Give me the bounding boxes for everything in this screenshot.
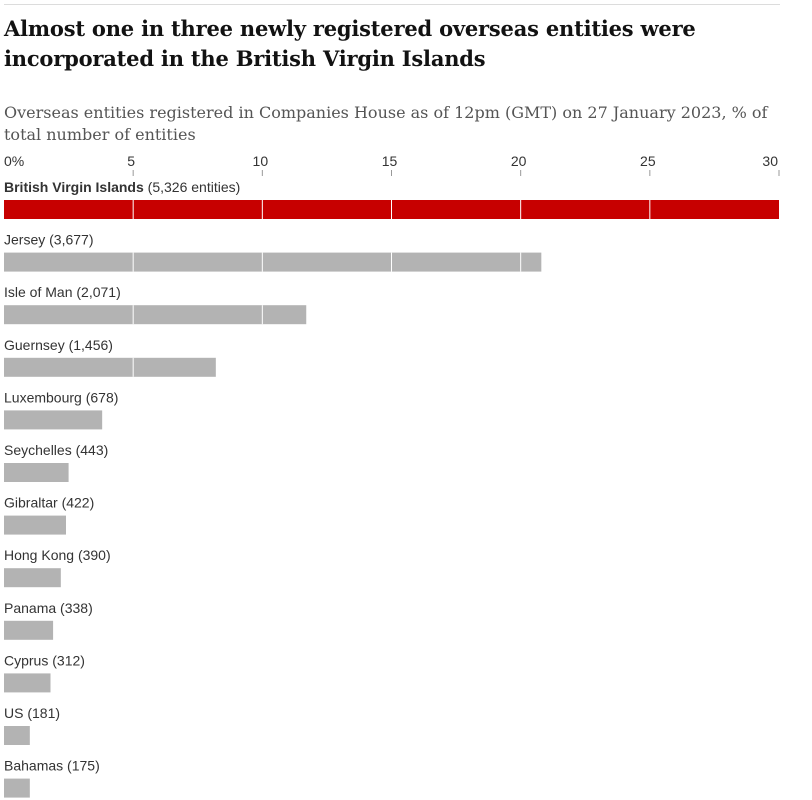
bar-label-country: Bahamas xyxy=(4,758,63,774)
chart-subtitle: Overseas entities registered in Companie… xyxy=(4,103,768,144)
x-tick-label: 10 xyxy=(253,153,269,169)
bar-label: Isle of Man (2,071) xyxy=(4,284,121,300)
bar xyxy=(4,410,103,430)
bar-label-country: Seychelles xyxy=(4,442,72,458)
bar-label-count: (312) xyxy=(48,652,85,668)
bar xyxy=(4,463,69,482)
bar xyxy=(4,778,30,798)
x-tick-label: 25 xyxy=(640,153,656,169)
bar-chart: 0% 5 10 15 20 25 30 British Virgin Islands (5,3… xyxy=(4,153,780,798)
x-tick-label: 0% xyxy=(4,153,24,169)
bar-label-country: Panama xyxy=(4,600,56,616)
bar-label-count: (2,071) xyxy=(72,284,120,300)
bar-label-country: US xyxy=(4,705,23,721)
x-tick-label: 15 xyxy=(382,153,398,169)
chart-title: Almost one in three newly registered ove… xyxy=(4,16,696,71)
bar-label: Jersey (3,677) xyxy=(4,232,93,248)
bar-label-count: (443) xyxy=(72,442,109,458)
x-tick-label: 5 xyxy=(127,153,135,169)
bar xyxy=(4,673,51,693)
bar-label-country: Guernsey xyxy=(4,337,65,353)
bar-label: Bahamas (175) xyxy=(4,758,100,774)
bar-label-count: (3,677) xyxy=(45,232,93,248)
bar-label: Luxembourg (678) xyxy=(4,389,118,405)
bar xyxy=(4,568,61,588)
x-tick-label: 30 xyxy=(762,153,778,169)
bar xyxy=(4,515,66,535)
bar-label-count: (175) xyxy=(63,758,100,774)
bar-label-count: (338) xyxy=(56,600,93,616)
bar xyxy=(4,252,542,272)
bar-label-country: Hong Kong xyxy=(4,547,74,563)
x-tick-label: 20 xyxy=(511,153,527,169)
bar-label: Cyprus (312) xyxy=(4,652,85,668)
bar-label-country: Luxembourg xyxy=(4,389,82,405)
bar-label: Gibraltar (422) xyxy=(4,495,94,511)
bar-label-count: (181) xyxy=(23,705,60,721)
bar-label: Guernsey (1,456) xyxy=(4,337,113,353)
bar-label: Panama (338) xyxy=(4,600,93,616)
bar-label: Seychelles (443) xyxy=(4,442,108,458)
bar-label-count: (678) xyxy=(82,389,119,405)
bar-label-country: Isle of Man xyxy=(4,284,72,300)
bar-label-count: (390) xyxy=(74,547,111,563)
bar-label-count: (1,456) xyxy=(65,337,113,353)
bar-label: British Virgin Islands (5,326 entities) xyxy=(4,179,240,195)
bar-label-count: (5,326 entities) xyxy=(144,179,241,195)
bar-label: Hong Kong (390) xyxy=(4,547,111,563)
bar xyxy=(4,726,30,745)
bar-label-count: (422) xyxy=(58,495,95,511)
bar-label-country: Gibraltar xyxy=(4,495,58,511)
bar-label: US (181) xyxy=(4,705,60,721)
bar-label-country: Cyprus xyxy=(4,652,48,668)
bar xyxy=(4,620,54,640)
bar xyxy=(4,357,216,377)
bar xyxy=(4,305,307,325)
bar-label-country: Jersey xyxy=(4,232,45,248)
bar-label-country: British Virgin Islands xyxy=(4,179,144,195)
top-rule xyxy=(4,4,780,5)
